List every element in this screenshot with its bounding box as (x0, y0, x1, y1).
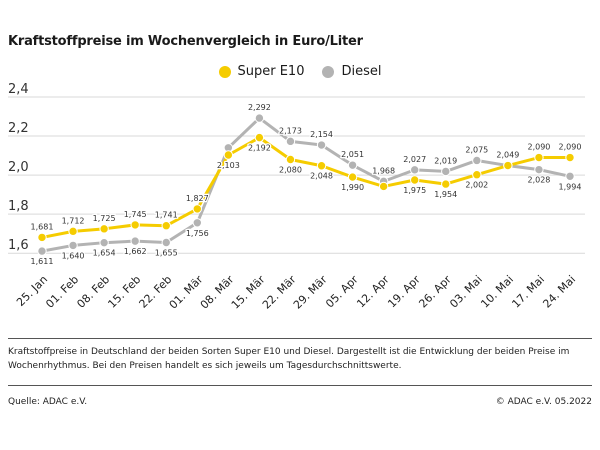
divider (8, 385, 592, 386)
x-tick-label: 19. Apr (385, 273, 423, 311)
data-label: 1,994 (559, 182, 582, 191)
data-label: 1,655 (155, 248, 178, 257)
divider (8, 338, 592, 339)
data-point (161, 220, 171, 231)
data-label: 1,827 (186, 194, 209, 203)
data-label: 1,681 (31, 222, 54, 231)
data-label: 1,662 (124, 247, 147, 256)
data-label: 2,154 (310, 130, 333, 139)
chart-title: Kraftstoffpreise im Wochenvergleich in E… (8, 34, 363, 49)
data-label: 2,075 (465, 145, 488, 154)
data-label: 2,002 (465, 181, 488, 190)
data-point (254, 132, 265, 143)
y-tick-label: 1,8 (8, 199, 29, 214)
x-tick-label: 10. Mai (478, 273, 516, 311)
data-point (223, 150, 234, 160)
x-tick-label: 01. Feb (43, 273, 81, 311)
source-note: Quelle: ADAC e.V. (8, 397, 88, 407)
x-tick-label: 12. Apr (354, 273, 392, 311)
data-point (68, 240, 78, 251)
x-tick-label: 08. Feb (74, 273, 112, 311)
data-point (378, 181, 389, 192)
x-tick-label: 29. Mär (291, 273, 330, 312)
data-label: 1,975 (403, 186, 426, 195)
data-point (37, 232, 47, 243)
data-point (534, 152, 544, 163)
legend-item-diesel: Diesel (322, 64, 382, 79)
x-tick-label: 03. Mai (447, 273, 485, 311)
data-label: 1,990 (341, 183, 364, 192)
data-point (441, 166, 451, 177)
data-point (316, 161, 327, 171)
data-label: 1,741 (155, 211, 178, 220)
data-point (37, 246, 47, 256)
legend-label: Super E10 (237, 64, 305, 79)
data-point (503, 160, 513, 171)
data-label: 1,954 (434, 190, 457, 199)
data-point (192, 218, 202, 228)
data-label: 2,027 (403, 155, 426, 164)
data-point (130, 220, 140, 230)
legend: Super E10 Diesel (0, 64, 600, 79)
data-label: 1,611 (31, 257, 54, 266)
series-line (41, 116, 571, 253)
data-label: 2,080 (279, 165, 302, 174)
data-point (472, 170, 482, 180)
data-point (565, 152, 575, 163)
chart-caption: Kraftstoffpreise in Deutschland der beid… (8, 347, 570, 371)
data-label: 1,745 (124, 210, 147, 219)
data-label: 1,712 (62, 216, 85, 225)
legend-dot-icon (218, 65, 231, 78)
x-tick-label: 24. Mai (540, 273, 578, 311)
data-label: 1,640 (62, 251, 85, 260)
data-label: 2,019 (434, 156, 457, 165)
data-point (565, 171, 575, 181)
y-tick-label: 2,4 (8, 82, 29, 97)
data-label: 2,051 (341, 150, 364, 159)
y-tick-label: 1,6 (8, 238, 29, 253)
x-tick-label: 17. Mai (509, 273, 547, 311)
x-tick-label: 15. Feb (105, 273, 143, 311)
data-point (285, 136, 296, 147)
data-point (316, 140, 327, 150)
data-label: 2,173 (279, 126, 302, 135)
data-point (130, 236, 140, 246)
data-point (99, 237, 109, 248)
data-label: 2,103 (217, 161, 240, 170)
data-label: 2,292 (248, 103, 271, 112)
data-label: 2,049 (496, 151, 519, 160)
copyright-note: © ADAC e.V. 05.2022 (495, 397, 592, 407)
data-point (68, 226, 78, 237)
data-point (347, 160, 358, 170)
data-label: 2,028 (527, 176, 550, 185)
data-point (254, 113, 265, 123)
y-tick-label: 2,2 (8, 121, 29, 136)
series-line (41, 136, 570, 239)
data-label: 2,090 (559, 143, 582, 152)
data-label: 1,968 (372, 166, 395, 175)
x-tick-label: 26. Apr (416, 273, 454, 311)
data-point (472, 155, 482, 166)
data-point (99, 224, 109, 234)
data-point (285, 154, 296, 165)
legend-item-super-e10: Super E10 (218, 64, 305, 79)
data-point (410, 165, 420, 175)
data-point (410, 175, 420, 185)
data-point (347, 172, 358, 182)
legend-label: Diesel (341, 64, 382, 79)
data-label: 2,192 (248, 144, 271, 153)
y-tick-label: 2,0 (8, 160, 29, 175)
line-chart: 1,6 1,8 2,0 2,2 2,4 1,681 1,712 1,725 1,745 1,741… (8, 82, 585, 312)
data-label: 1,756 (186, 229, 209, 238)
data-point (534, 164, 544, 175)
data-label: 2,090 (527, 143, 550, 152)
data-point (441, 179, 451, 189)
data-label: 2,048 (310, 172, 333, 181)
x-tick-label: 05. Apr (323, 273, 361, 311)
data-point (192, 204, 202, 214)
data-point (161, 237, 171, 248)
legend-dot-icon (322, 65, 335, 78)
data-label: 1,654 (93, 249, 116, 258)
data-label: 1,725 (93, 214, 116, 223)
